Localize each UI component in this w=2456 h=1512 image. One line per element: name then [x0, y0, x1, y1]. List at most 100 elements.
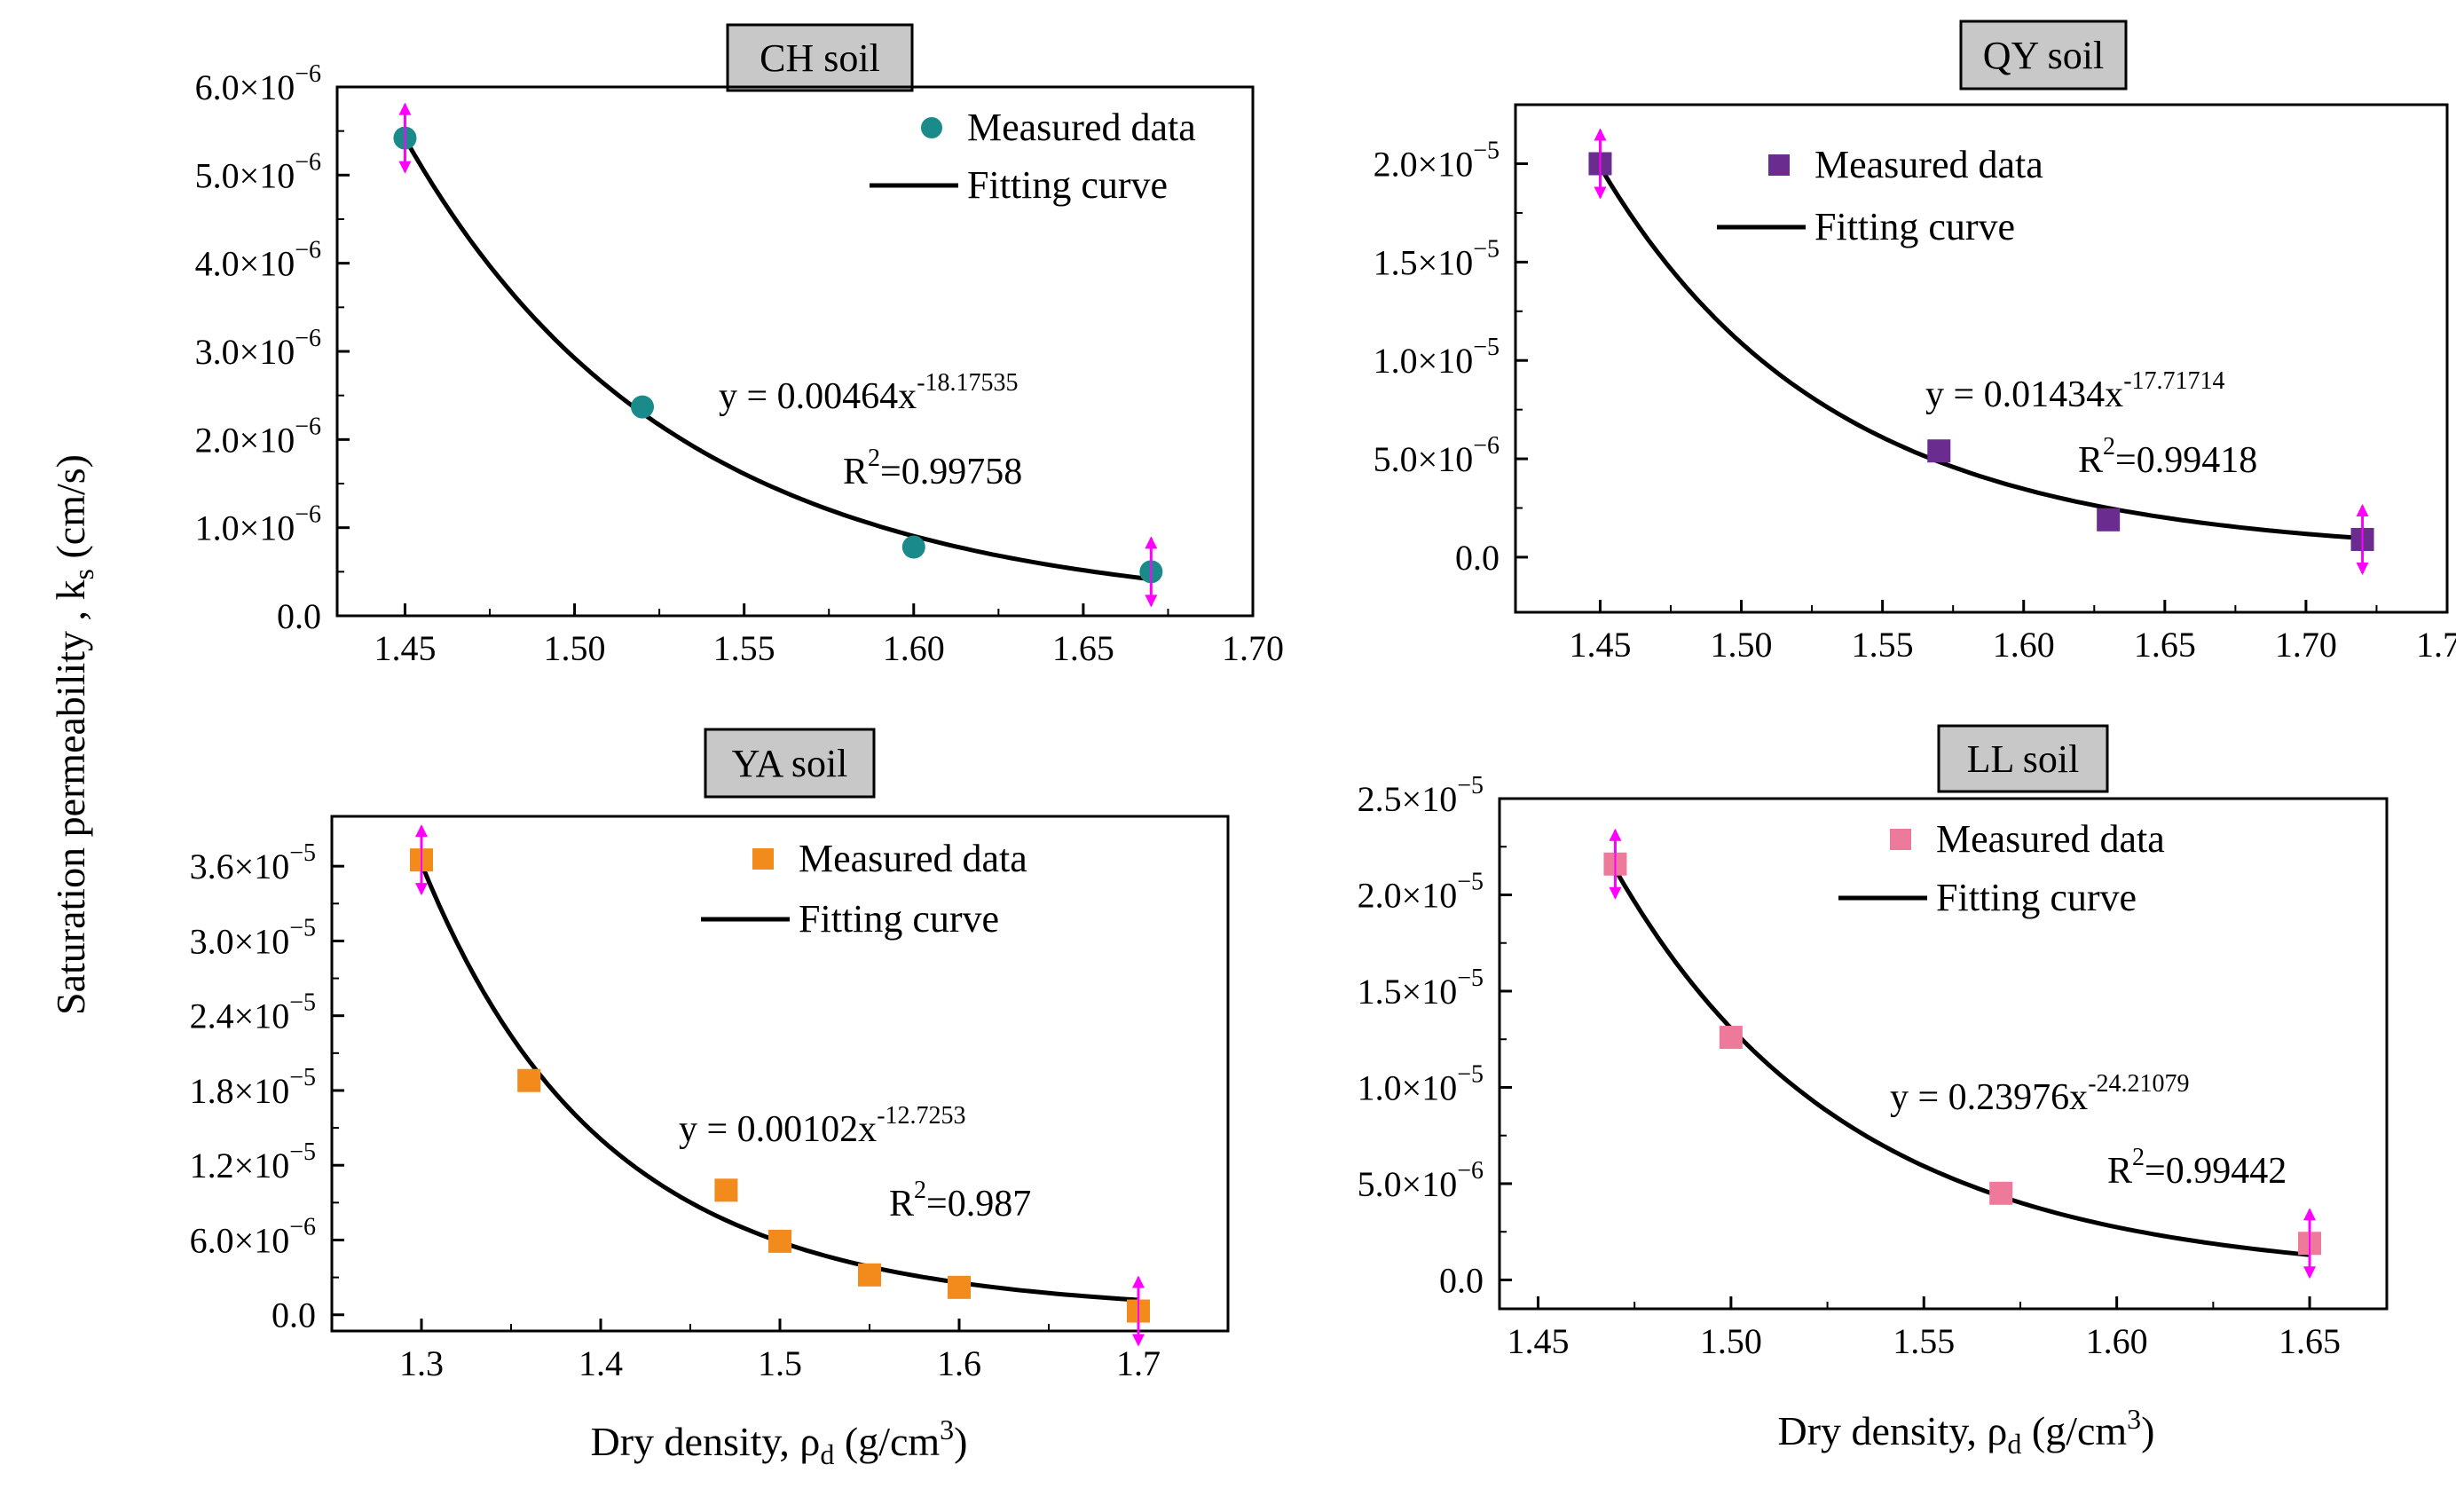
x-axis-label-left: Dry density, ρd (g/cm3): [590, 1414, 967, 1470]
chart-panel-ya: YA soil 1.3 1.4 1.5 1.6 1.7 0.0 6.0×10−6 1.2×10−…: [190, 728, 1230, 1383]
y-tick-label: 2.4×10−5: [190, 989, 316, 1036]
fit-equation: y = 0.01434x-17.71714: [1925, 367, 2225, 415]
legend-measured-label: Measured data: [1936, 817, 2165, 861]
r-squared: R2=0.99758: [843, 445, 1022, 492]
legend-measured-label: Measured data: [967, 106, 1196, 149]
data-point: [631, 395, 654, 419]
y-tick-label: 0.0: [1439, 1260, 1484, 1300]
chart-title: QY soil: [1983, 34, 2105, 77]
x-tick-label: 1.70: [1222, 628, 1284, 668]
y-tick-label: 6.0×10−6: [190, 1213, 316, 1260]
chart-panel-ch: CH soil 1.45 1.50 1.55 1.60 1.65 1.70 0.0 1.0×10…: [195, 23, 1284, 668]
y-tick-label: 0.0: [272, 1295, 316, 1335]
plot-frame: [1498, 797, 2389, 1311]
legend-fitting-label: Fitting curve: [799, 897, 999, 941]
y-tick-label: 0.0: [1455, 538, 1500, 578]
legend-marker: [921, 117, 942, 138]
title-box: [1937, 724, 2109, 793]
x-tick-label: 1.55: [1852, 625, 1914, 665]
legend: Measured data Fitting curve: [870, 106, 1196, 207]
fitting-curve: [403, 137, 1152, 582]
legend: Measured data Fitting curve: [1717, 143, 2043, 248]
data-point: [901, 535, 925, 559]
legend-marker: [1768, 154, 1790, 176]
x-tick-label: 1.6: [937, 1343, 981, 1383]
y-tick-label: 1.0×10−5: [1358, 1060, 1484, 1107]
data-point: [948, 1275, 971, 1299]
data-point: [1927, 439, 1951, 463]
y-tick-label: 1.5×10−5: [1358, 965, 1484, 1012]
y-tick-label: 5.0×10−6: [1358, 1157, 1484, 1204]
shared-y-axis-label: Saturation permeability , ks (cm/s): [48, 454, 99, 1015]
title-box: [1959, 20, 2128, 91]
x-tick-label: 1.5: [758, 1343, 802, 1383]
x-axis-label-right: Dry density, ρd (g/cm3): [1777, 1403, 2154, 1460]
title-box: [704, 728, 876, 799]
data-point: [714, 1178, 738, 1202]
y-tick-label: 3.0×10−5: [190, 914, 316, 961]
legend-measured-label: Measured data: [799, 837, 1027, 880]
y-tick-label: 4.0×10−6: [195, 237, 321, 284]
title-box: [726, 23, 914, 92]
x-tick-label: 1.60: [1993, 625, 2055, 665]
data-point: [2097, 508, 2121, 532]
chart-title: CH soil: [760, 36, 880, 80]
x-tick-label: 1.3: [399, 1343, 444, 1383]
y-tick-label: 5.0×10−6: [195, 148, 321, 195]
data-point: [517, 1068, 541, 1092]
plot-frame: [1514, 103, 2449, 614]
y-tick-label: 3.6×10−5: [190, 839, 316, 886]
x-tick-label: 1.55: [713, 628, 775, 668]
legend-fitting-label: Fitting curve: [1936, 876, 2137, 919]
x-tick-label: 1.4: [579, 1343, 623, 1383]
chart-title: LL soil: [1967, 737, 2080, 781]
legend-marker: [752, 848, 774, 870]
r-squared: R2=0.99418: [2078, 433, 2257, 481]
y-tick-label: 1.0×10−6: [195, 501, 321, 548]
legend-measured-label: Measured data: [1814, 143, 2043, 186]
x-tick-label: 1.65: [1052, 628, 1114, 668]
legend-marker: [1890, 829, 1911, 850]
y-tick-label: 0.0: [277, 596, 321, 636]
y-tick-label: 2.5×10−5: [1358, 772, 1484, 819]
data-point: [1719, 1026, 1743, 1050]
fit-equation: y = 0.00464x-18.17535: [719, 369, 1019, 417]
x-tick-label: 1.45: [1569, 625, 1631, 665]
x-tick-label: 1.50: [1700, 1321, 1762, 1361]
x-tick-label: 1.65: [2134, 625, 2196, 665]
r-squared: R2=0.99442: [2107, 1144, 2287, 1192]
x-tick-label: 1.65: [2279, 1321, 2341, 1361]
y-tick-label: 2.0×10−5: [1358, 868, 1484, 915]
legend: Measured data Fitting curve: [701, 837, 1027, 941]
x-tick-label: 1.50: [544, 628, 606, 668]
data-point: [1989, 1181, 2013, 1205]
y-tick-label: 1.5×10−5: [1374, 235, 1500, 282]
legend-fitting-label: Fitting curve: [1814, 205, 2015, 248]
fit-equation: y = 0.00102x-12.7253: [679, 1102, 966, 1150]
data-point: [768, 1229, 791, 1253]
r-squared: R2=0.987: [889, 1177, 1031, 1225]
fit-equation: y = 0.23976x-24.21079: [1890, 1070, 2190, 1118]
x-tick-label: 1.60: [2086, 1321, 2148, 1361]
x-tick-label: 1.70: [2275, 625, 2337, 665]
y-tick-label: 1.8×10−5: [190, 1064, 316, 1111]
x-tick-label: 1.60: [883, 628, 945, 668]
chart-panel-qy: QY soil 1.45 1.50 1.55 1.60 1.65 1.70 1.75 0.0 5.…: [1374, 20, 2456, 665]
y-tick-label: 3.0×10−6: [195, 325, 321, 372]
x-tick-label: 1.45: [374, 628, 436, 668]
x-tick-label: 1.50: [1711, 625, 1773, 665]
x-tick-label: 1.55: [1893, 1321, 1955, 1361]
x-tick-label: 1.7: [1116, 1343, 1161, 1383]
x-tick-label: 1.75: [2416, 625, 2456, 665]
legend-fitting-label: Fitting curve: [967, 163, 1168, 207]
data-point: [858, 1263, 881, 1287]
y-tick-label: 6.0×10−6: [195, 60, 321, 107]
y-tick-label: 2.0×10−5: [1374, 138, 1500, 185]
chart-panel-ll: LL soil 1.45 1.50 1.55 1.60 1.65 0.0 5.0×10−6 1.…: [1358, 724, 2389, 1361]
y-tick-label: 5.0×10−6: [1374, 432, 1500, 479]
legend: Measured data Fitting curve: [1838, 817, 2165, 919]
y-tick-label: 2.0×10−6: [195, 413, 321, 460]
chart-title: YA soil: [732, 742, 848, 785]
y-tick-label: 1.2×10−5: [190, 1138, 316, 1185]
